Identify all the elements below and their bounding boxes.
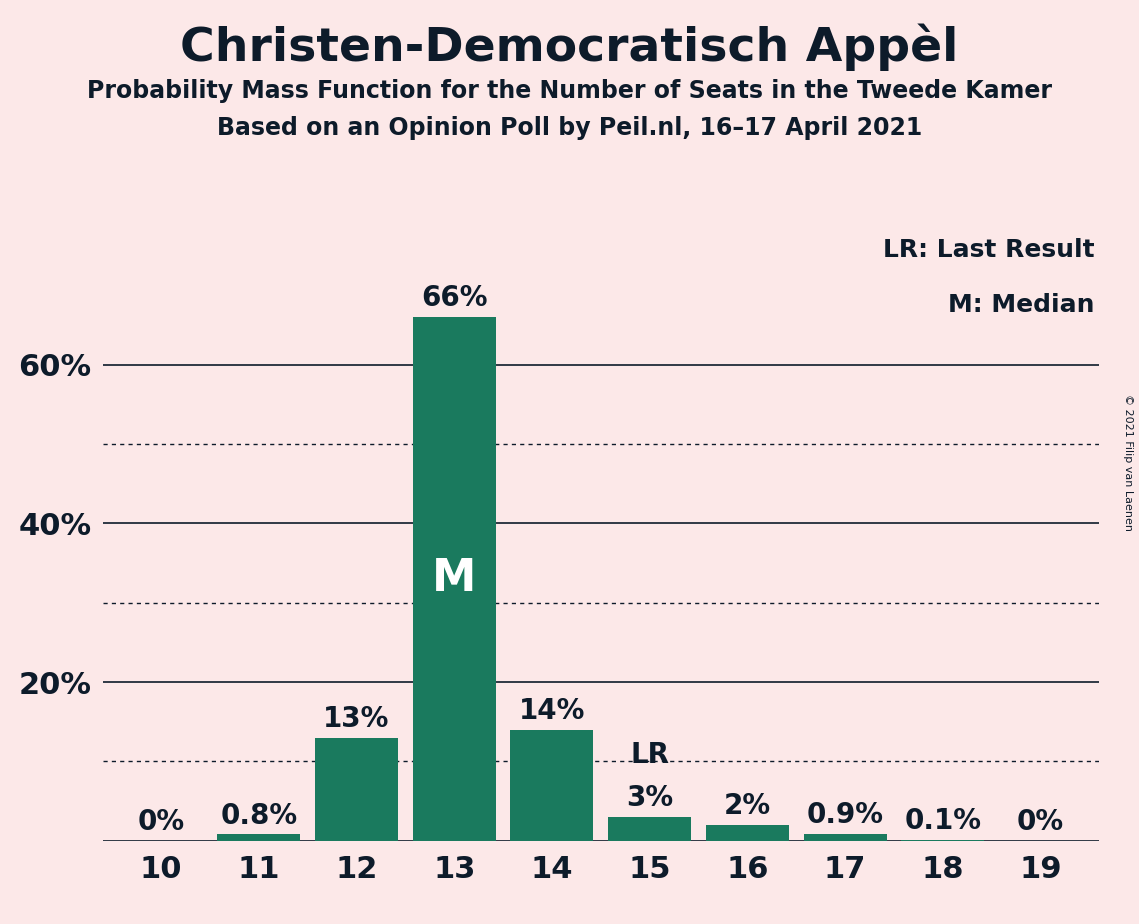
Text: 0%: 0% [1017,808,1064,836]
Text: 0.1%: 0.1% [904,808,982,835]
Text: M: Median: M: Median [948,293,1095,317]
Text: LR: Last Result: LR: Last Result [883,237,1095,261]
Text: 3%: 3% [626,784,673,812]
Text: 13%: 13% [323,705,390,733]
Text: Based on an Opinion Poll by Peil.nl, 16–17 April 2021: Based on an Opinion Poll by Peil.nl, 16–… [216,116,923,140]
Bar [218,834,301,841]
Text: Christen-Democratisch Appèl: Christen-Democratisch Appèl [180,23,959,70]
Bar [706,825,789,841]
Text: 0.8%: 0.8% [220,802,297,830]
Bar [608,817,691,841]
Text: 0.9%: 0.9% [806,801,884,829]
Text: LR: LR [630,741,670,770]
Bar [510,730,593,841]
Text: 14%: 14% [518,697,585,725]
Bar [316,737,398,841]
Bar [804,833,886,841]
Text: 0%: 0% [138,808,185,836]
Text: 2%: 2% [723,792,771,821]
Bar [412,317,495,841]
Text: © 2021 Filip van Laenen: © 2021 Filip van Laenen [1123,394,1133,530]
Text: 66%: 66% [421,285,487,312]
Text: M: M [432,557,476,601]
Text: Probability Mass Function for the Number of Seats in the Tweede Kamer: Probability Mass Function for the Number… [87,79,1052,103]
